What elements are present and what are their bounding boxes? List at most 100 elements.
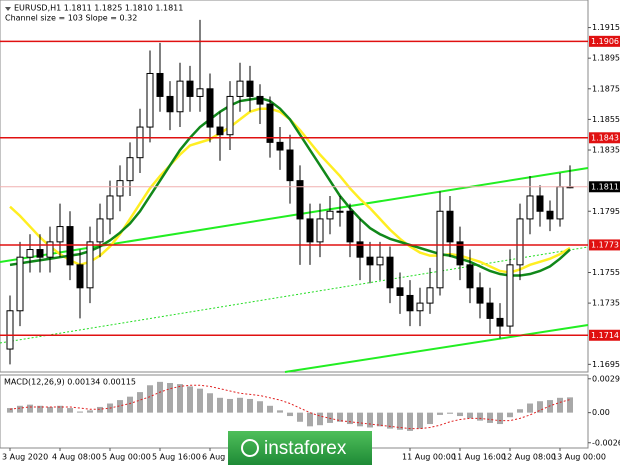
macd-bar bbox=[187, 386, 193, 413]
macd-bar bbox=[477, 412, 483, 421]
candle-body bbox=[206, 88, 214, 128]
macd-bar bbox=[17, 405, 23, 413]
macd-bar bbox=[527, 403, 533, 413]
macd-bar bbox=[377, 412, 383, 427]
candle-body bbox=[156, 72, 164, 97]
macd-bar bbox=[117, 400, 123, 413]
level-label-box bbox=[589, 132, 620, 144]
candle-body bbox=[146, 72, 154, 128]
macd-bar bbox=[337, 412, 343, 422]
macd-bar bbox=[47, 406, 53, 413]
macd-bar bbox=[497, 412, 503, 425]
macd-bar bbox=[507, 412, 513, 418]
macd-bar bbox=[157, 381, 163, 413]
macd-bar bbox=[537, 401, 543, 413]
x-tick-label: 6 Aug 08:00 bbox=[202, 453, 251, 462]
y-tick-label: 1.1755 bbox=[592, 268, 620, 277]
level-label: 1.1714 bbox=[591, 331, 619, 340]
candle-body bbox=[56, 226, 64, 243]
channel-lower bbox=[284, 324, 589, 373]
last-price-label: 1.1811 bbox=[591, 182, 619, 191]
macd-bar bbox=[457, 412, 463, 417]
candle-body bbox=[136, 126, 144, 159]
title-icon bbox=[5, 7, 11, 11]
macd-bar bbox=[387, 412, 393, 429]
macd-bar bbox=[557, 397, 563, 413]
macd-bar bbox=[217, 397, 223, 413]
macd-bar bbox=[397, 412, 403, 430]
level-label: 1.1843 bbox=[591, 133, 619, 142]
candle-body bbox=[26, 249, 34, 258]
macd-bar bbox=[147, 385, 153, 413]
macd-bar bbox=[427, 412, 433, 425]
candle-body bbox=[96, 218, 104, 243]
y-tick-label: -0.00264 bbox=[592, 438, 620, 447]
candle-body bbox=[556, 186, 564, 220]
candle-body bbox=[106, 195, 114, 220]
candle-body bbox=[376, 256, 384, 266]
candle-body bbox=[186, 80, 194, 97]
macd-bar bbox=[437, 412, 443, 415]
watermark-box bbox=[228, 431, 372, 465]
candle-body bbox=[396, 287, 404, 296]
x-tick-label: 11 Aug 00:00 bbox=[402, 453, 456, 462]
macd-bar bbox=[487, 412, 493, 423]
macd-bar bbox=[417, 412, 423, 429]
candle-body bbox=[386, 256, 394, 289]
candle-body bbox=[516, 218, 524, 266]
candle-body bbox=[416, 302, 424, 312]
candle-body bbox=[276, 141, 284, 151]
candle-body bbox=[406, 294, 414, 312]
candle-body bbox=[446, 210, 454, 243]
level-label: 1.1906 bbox=[591, 37, 619, 46]
candle-body bbox=[166, 95, 174, 113]
candle-body bbox=[76, 264, 84, 289]
candle-body bbox=[296, 180, 304, 220]
macd-bar bbox=[227, 398, 233, 413]
macd-bar bbox=[347, 412, 353, 425]
y-tick-label: 0.00297 bbox=[592, 374, 620, 383]
y-tick-label: 0.00 bbox=[592, 408, 610, 417]
candle-body bbox=[546, 210, 554, 220]
macd-bar bbox=[567, 397, 573, 413]
x-tick-label: 4 Aug 08:00 bbox=[52, 453, 101, 462]
macd-bar bbox=[287, 412, 293, 417]
candle-body bbox=[126, 157, 134, 182]
macd-bar bbox=[7, 408, 13, 413]
macd-bar bbox=[197, 388, 203, 413]
macd-bar bbox=[177, 384, 183, 413]
macd-bar bbox=[327, 412, 333, 423]
x-tick-label: 11 Aug 16:00 bbox=[452, 453, 506, 462]
level-label-box bbox=[589, 329, 620, 341]
macd-title: MACD(12,26,9) 0.00134 0.00115 bbox=[4, 378, 136, 387]
macd-bar bbox=[267, 405, 273, 413]
candle-body bbox=[266, 103, 274, 143]
candle-body bbox=[86, 241, 94, 289]
last-price-box bbox=[589, 181, 620, 193]
indicator-line bbox=[9, 384, 571, 430]
macd-bar bbox=[167, 382, 173, 413]
x-tick-label: 5 Aug 16:00 bbox=[152, 453, 201, 462]
candle-body bbox=[456, 241, 464, 266]
macd-bar bbox=[307, 412, 313, 427]
macd-bar bbox=[517, 409, 523, 413]
candle-body bbox=[236, 80, 244, 97]
candle-body bbox=[176, 80, 184, 113]
macd-bar bbox=[297, 412, 303, 422]
macd-bar bbox=[407, 412, 413, 431]
macd-bar bbox=[467, 412, 473, 419]
macd-bar bbox=[137, 392, 143, 413]
candle-body bbox=[36, 249, 44, 258]
candle-body bbox=[306, 218, 314, 243]
macd-bar bbox=[367, 412, 373, 428]
macd-bar bbox=[317, 412, 323, 426]
candle-body bbox=[366, 256, 374, 266]
candle-body bbox=[476, 287, 484, 304]
macd-bar bbox=[77, 411, 83, 413]
plot: 1.1915 1.1895 1.1875 1.1855 1.1835 1.1795 1.17… bbox=[0, 19, 620, 462]
y-tick-label: 1.1735 bbox=[592, 299, 620, 308]
macd-bar bbox=[57, 405, 63, 413]
macd-bar bbox=[257, 401, 263, 413]
candle-body bbox=[526, 195, 534, 220]
